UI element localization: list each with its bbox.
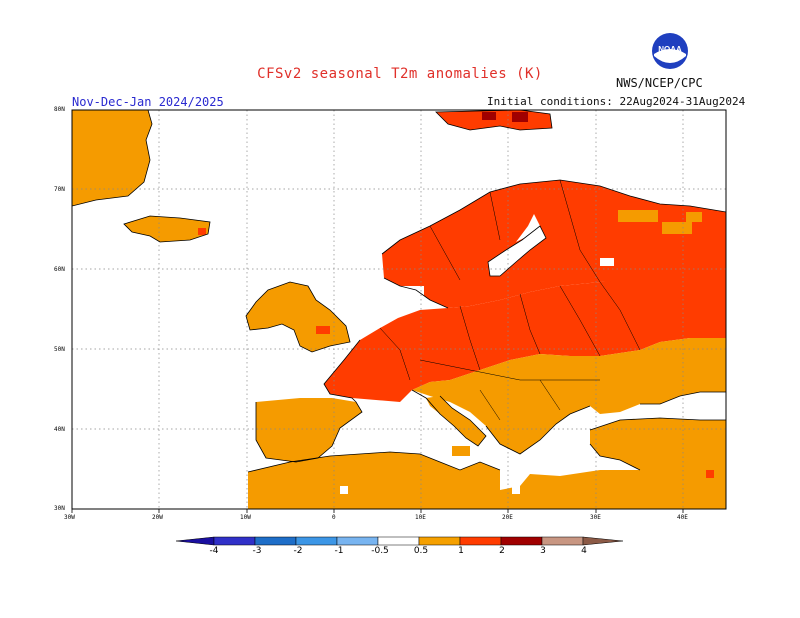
lon-label-10w: 10W — [240, 514, 251, 521]
lat-label-40n: 40N — [54, 426, 65, 433]
map-gridlines — [72, 110, 726, 509]
lat-label-50n: 50N — [54, 346, 65, 353]
legend-label: -1 — [334, 546, 344, 556]
legend-swatch — [459, 536, 502, 546]
legend-swatch — [254, 536, 297, 546]
region-eastern-europe — [412, 338, 726, 454]
lat-label-80n: 80N — [54, 106, 65, 113]
region-turkey — [590, 418, 726, 509]
legend-swatch — [541, 536, 584, 546]
region-greenland — [72, 110, 152, 206]
noaa-logo-icon: NOAA — [652, 33, 688, 69]
agency-label: NWS/NCEP/CPC — [616, 76, 703, 90]
legend-arrow-left — [175, 536, 215, 546]
region-north-africa — [248, 452, 640, 509]
lat-label-70n: 70N — [54, 186, 65, 193]
legend-swatch — [500, 536, 543, 546]
lon-label-30w: 30W — [64, 514, 75, 521]
lon-label-20w: 20W — [152, 514, 163, 521]
region-iberia — [256, 398, 362, 462]
lat-label-60n: 60N — [54, 266, 65, 273]
region-iceland — [124, 216, 210, 242]
initial-conditions: Initial conditions: 22Aug2024-31Aug2024 — [487, 95, 746, 108]
coastlines — [72, 110, 726, 473]
lat-label-30n: 30N — [54, 505, 65, 512]
legend-label: 2 — [499, 546, 505, 556]
legend-label: -3 — [252, 546, 262, 556]
lon-label-40e: 40E — [677, 514, 688, 521]
lon-label-30e: 30E — [590, 514, 601, 521]
legend-label: -4 — [209, 546, 219, 556]
legend-label: -0.5 — [371, 546, 389, 556]
lon-label-0: 0 — [332, 514, 336, 521]
noaa-logo-text: NOAA — [658, 45, 682, 54]
legend-swatch — [418, 536, 461, 546]
legend-label: 1 — [458, 546, 464, 556]
legend-swatch — [295, 536, 338, 546]
country-borders — [379, 179, 641, 421]
legend-swatch — [377, 536, 420, 546]
legend-arrow-right — [582, 536, 624, 546]
legend-swatch — [336, 536, 379, 546]
forecast-period: Nov-Dec-Jan 2024/2025 — [72, 95, 224, 109]
legend-label: 4 — [581, 546, 587, 556]
legend-label: 3 — [540, 546, 546, 556]
lon-label-10e: 10E — [415, 514, 426, 521]
region-british-isles — [246, 282, 350, 352]
legend-label: -2 — [293, 546, 303, 556]
region-italy — [426, 396, 486, 446]
lon-label-20e: 20E — [502, 514, 513, 521]
map-title: CFSv2 seasonal T2m anomalies (K) — [257, 66, 543, 82]
legend-swatch — [213, 536, 256, 546]
map-frame — [71, 109, 727, 510]
region-western-europe — [324, 278, 726, 402]
legend-label: 0.5 — [413, 546, 429, 556]
